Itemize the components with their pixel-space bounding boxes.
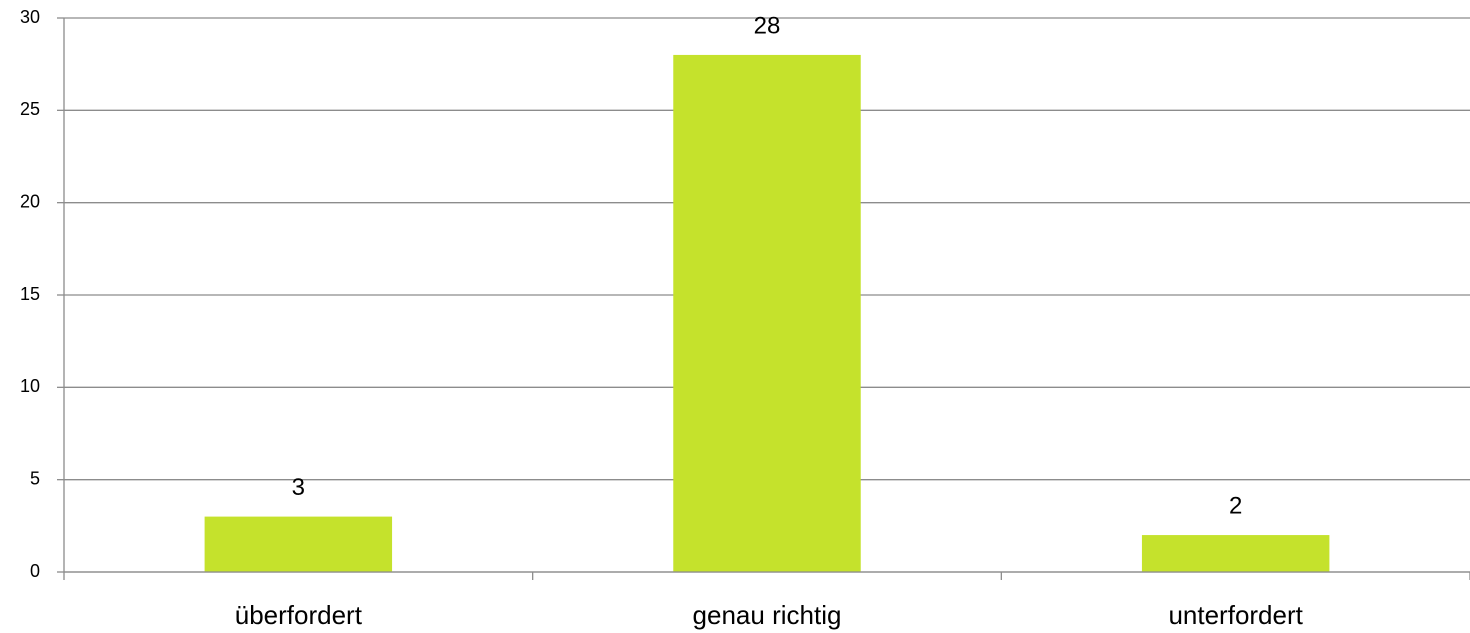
- y-tick-label: 0: [30, 561, 40, 581]
- bar: [1141, 535, 1330, 572]
- data-label: 2: [1229, 492, 1242, 519]
- y-tick-label: 30: [20, 7, 40, 27]
- y-tick-label: 15: [20, 284, 40, 304]
- x-tick-label: genau richtig: [693, 600, 842, 630]
- y-tick-label: 10: [20, 376, 40, 396]
- bar: [204, 516, 393, 572]
- x-tick-label: unterfordert: [1168, 600, 1303, 630]
- bar: [673, 54, 861, 572]
- data-label: 3: [292, 474, 305, 501]
- y-tick-label: 25: [20, 99, 40, 119]
- y-tick-label: 5: [30, 468, 40, 488]
- data-label: 28: [754, 12, 781, 39]
- x-tick-label: überfordert: [235, 600, 363, 630]
- y-tick-label: 20: [20, 191, 40, 211]
